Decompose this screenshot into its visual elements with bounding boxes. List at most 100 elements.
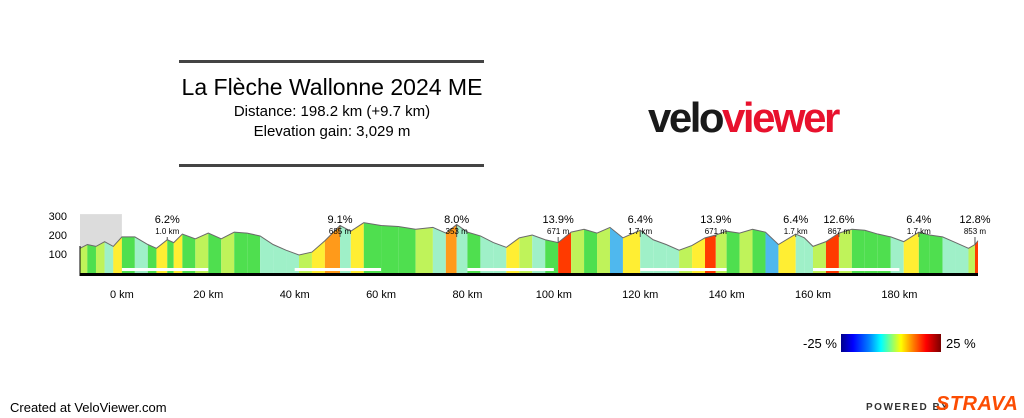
profile-segment bbox=[95, 241, 105, 273]
profile-segment bbox=[104, 241, 114, 273]
climb-length-label: 353 m bbox=[446, 227, 469, 236]
profile-segment bbox=[851, 229, 865, 273]
profile-segment bbox=[311, 240, 325, 273]
distance-bar bbox=[467, 268, 554, 271]
profile-segment bbox=[584, 229, 598, 273]
climb-annotations: 6.2%1.0 km9.1%685 m8.0%353 m13.9%671 m6.… bbox=[155, 214, 991, 245]
climb-length-label: 853 m bbox=[964, 227, 987, 236]
profile-segment bbox=[955, 242, 969, 273]
profile-segment bbox=[739, 229, 753, 273]
profile-segment bbox=[795, 234, 805, 273]
distance-bar bbox=[294, 268, 382, 271]
x-tick-label: 140 km bbox=[709, 289, 745, 301]
profile-segment bbox=[445, 224, 457, 273]
profile-segment bbox=[929, 235, 943, 273]
profile-segment bbox=[715, 231, 727, 273]
climb-gradient-label: 8.0% bbox=[444, 214, 469, 226]
climb-length-label: 1.7 km bbox=[784, 227, 808, 236]
profile-segment bbox=[752, 229, 766, 273]
climb-length-label: 685 m bbox=[329, 227, 352, 236]
profile-segment bbox=[519, 235, 533, 273]
profile-segment bbox=[350, 222, 364, 273]
profile-segment bbox=[609, 227, 623, 273]
profile-segment bbox=[286, 250, 299, 273]
climb-gradient-label: 13.9% bbox=[700, 214, 731, 226]
climb-gradient-label: 6.4% bbox=[628, 214, 653, 226]
bottom-rule bbox=[179, 164, 484, 167]
profile-segment bbox=[467, 232, 481, 273]
climb-length-label: 671 m bbox=[547, 227, 570, 236]
profile-segment bbox=[156, 239, 168, 273]
x-reference-bars bbox=[121, 268, 900, 271]
strava-logo[interactable]: STRAVA bbox=[936, 393, 1019, 415]
x-tick-label: 100 km bbox=[536, 289, 572, 301]
profile-segment bbox=[778, 234, 796, 273]
veloviewer-logo[interactable]: veloviewer bbox=[648, 94, 840, 142]
profile-segment bbox=[381, 225, 399, 273]
distance-text: Distance: 198.2 km (+9.7 km) bbox=[233, 103, 431, 120]
logo-part-velo: velo bbox=[648, 94, 725, 141]
x-axis-line bbox=[80, 273, 978, 276]
profile-segment bbox=[692, 237, 706, 273]
x-tick-label: 120 km bbox=[622, 289, 658, 301]
climb-gradient-label: 9.1% bbox=[327, 214, 352, 226]
profile-segment bbox=[506, 237, 520, 273]
profile-segment bbox=[890, 236, 904, 273]
profile-segment bbox=[532, 235, 546, 273]
title-block: La Flèche Wallonne 2024 ME Distance: 198… bbox=[176, 72, 488, 142]
profile-segment bbox=[221, 232, 235, 273]
logo-part-viewer: viewer bbox=[722, 94, 840, 141]
profile-segment bbox=[804, 237, 813, 273]
climb-length-label: 867 m bbox=[828, 227, 851, 236]
profile-segment bbox=[812, 241, 826, 273]
top-rule bbox=[179, 60, 484, 63]
profile-segment bbox=[558, 232, 572, 273]
y-tick-label: 300 bbox=[49, 211, 67, 223]
profile-segment bbox=[456, 224, 468, 273]
profile-segment bbox=[903, 232, 919, 273]
profile-segment bbox=[765, 232, 779, 273]
profile-segment bbox=[87, 244, 96, 273]
profile-outline bbox=[79, 222, 979, 256]
x-tick-label: 0 km bbox=[110, 289, 134, 301]
climb-length-label: 1.7 km bbox=[907, 227, 931, 236]
x-tick-label: 60 km bbox=[366, 289, 396, 301]
gradient-legend-bar bbox=[841, 334, 941, 352]
profile-segment bbox=[825, 233, 839, 273]
distance-bar bbox=[121, 268, 209, 271]
profile-segment bbox=[147, 244, 157, 273]
profile-segment bbox=[666, 244, 680, 273]
elevation-gain-text: Elevation gain: 3,029 m bbox=[253, 123, 411, 140]
profile-segment bbox=[247, 233, 261, 273]
profile-area bbox=[79, 214, 979, 273]
profile-segment bbox=[597, 227, 610, 273]
climb-gradient-label: 6.2% bbox=[155, 214, 180, 226]
profile-segment bbox=[974, 240, 978, 273]
x-tick-label: 180 km bbox=[881, 289, 917, 301]
profile-segment bbox=[134, 236, 148, 273]
profile-segment bbox=[864, 230, 878, 273]
profile-segment bbox=[942, 236, 956, 273]
profile-segment bbox=[653, 239, 667, 273]
profile-segment bbox=[398, 226, 416, 273]
profile-segment bbox=[273, 244, 287, 273]
climb-length-label: 1.0 km bbox=[155, 227, 179, 236]
profile-segment bbox=[80, 244, 88, 273]
powered-by-text: POWERED BY bbox=[866, 402, 950, 413]
profile-segment bbox=[298, 252, 312, 273]
x-tick-label: 160 km bbox=[795, 289, 831, 301]
climb-gradient-label: 13.9% bbox=[543, 214, 574, 226]
axis-layer: 100 200 300 0 km 20 km 40 km 60 km 80 km 100 km 1… bbox=[49, 211, 978, 301]
profile-segment bbox=[363, 222, 382, 273]
climb-gradient-label: 6.4% bbox=[906, 214, 931, 226]
legend-min-label: -25 % bbox=[803, 336, 837, 351]
x-tick-label: 40 km bbox=[280, 289, 310, 301]
x-tick-label: 20 km bbox=[193, 289, 223, 301]
x-tick-label: 80 km bbox=[452, 289, 482, 301]
profile-segment bbox=[571, 229, 585, 273]
climb-gradient-label: 12.6% bbox=[823, 214, 854, 226]
profile-segment bbox=[260, 235, 274, 273]
climb-length-label: 671 m bbox=[705, 227, 728, 236]
profile-segment bbox=[415, 227, 433, 273]
created-at-link[interactable]: Created at VeloViewer.com bbox=[10, 400, 167, 415]
